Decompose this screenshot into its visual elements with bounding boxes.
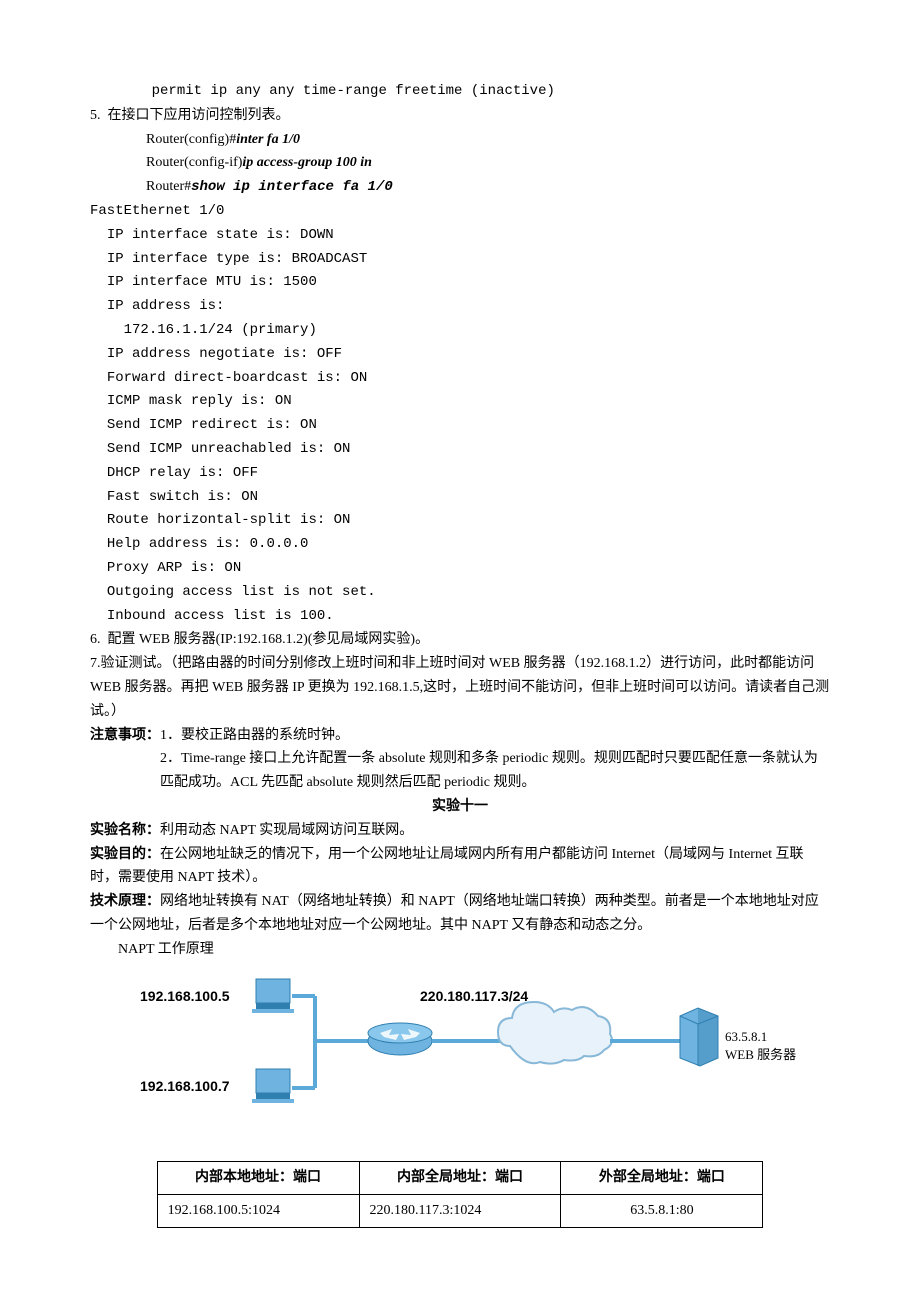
napt-diagram: 192.168.100.5 192.168.100.7 220.180.117.…	[90, 971, 830, 1141]
napt-caption: NAPT 工作原理	[90, 938, 830, 962]
out-l10: Send ICMP unreachabled is: ON	[90, 438, 830, 462]
experiment-title: 实验十一	[90, 795, 830, 819]
out-l8: ICMP mask reply is: ON	[90, 390, 830, 414]
out-l0: FastEthernet 1/0	[90, 200, 830, 224]
cmd3-prefix: Router#	[146, 179, 191, 194]
th-2: 内部全局地址：端口	[359, 1162, 561, 1195]
host-2-ip: 192.168.100.7	[140, 1078, 230, 1094]
table-header-row: 内部本地地址：端口 内部全局地址：端口 外部全局地址：端口	[157, 1162, 763, 1195]
napt-table: 内部本地地址：端口 内部全局地址：端口 外部全局地址：端口 192.168.10…	[157, 1161, 764, 1228]
router-net-ip: 220.180.117.3/24	[420, 988, 528, 1004]
exp-principle-line: 技术原理：网络地址转换有 NAT（网络地址转换）和 NAPT（网络地址端口转换）…	[90, 890, 830, 938]
notes-2: 2．Time-range 接口上允许配置一条 absolute 规则和多条 pe…	[160, 751, 818, 790]
out-l14: Help address is: 0.0.0.0	[90, 533, 830, 557]
out-l2: IP interface type is: BROADCAST	[90, 248, 830, 272]
out-l11: DHCP relay is: OFF	[90, 462, 830, 486]
out-l13: Route horizontal-split is: ON	[90, 509, 830, 533]
cloud-icon	[498, 1002, 612, 1064]
permit-line: permit ip any any time-range freetime (i…	[90, 80, 830, 104]
exp-name-label: 实验名称：	[90, 823, 160, 838]
step-6: 6. 配置 WEB 服务器(IP:192.168.1.2)(参见局域网实验)。	[90, 628, 830, 652]
cmd-line-3: Router#show ip interface fa 1/0	[90, 175, 830, 200]
out-l3: IP interface MTU is: 1500	[90, 271, 830, 295]
out-l4: IP address is:	[90, 295, 830, 319]
host-2-icon	[252, 1069, 294, 1103]
server-ip: 63.5.8.1	[725, 1029, 767, 1044]
router-icon	[368, 1023, 432, 1055]
exp-goal-text: 在公网地址缺乏的情况下，用一个公网地址让局域网内所有用户都能访问 Interne…	[90, 847, 804, 886]
exp-name-line: 实验名称：利用动态 NAPT 实现局域网访问互联网。	[90, 819, 830, 843]
notes-label: 注意事项：	[90, 728, 160, 743]
cmd-line-2: Router(config-if)ip access-group 100 in	[90, 151, 830, 175]
td-11: 192.168.100.5:1024	[157, 1195, 359, 1228]
step-7: 7.验证测试。（把路由器的时间分别修改上班时间和非上班时间对 WEB 服务器（1…	[90, 652, 830, 723]
cmd2-cmd: ip access-group 100 in	[242, 155, 372, 170]
server-icon	[680, 1008, 718, 1066]
exp-principle-label: 技术原理：	[90, 894, 160, 909]
notes-line-2: 2．Time-range 接口上允许配置一条 absolute 规则和多条 pe…	[90, 747, 830, 795]
out-l12: Fast switch is: ON	[90, 486, 830, 510]
cmd1-cmd: inter fa 1/0	[236, 132, 300, 147]
td-12: 220.180.117.3:1024	[359, 1195, 561, 1228]
exp-goal-line: 实验目的：在公网地址缺乏的情况下，用一个公网地址让局域网内所有用户都能访问 In…	[90, 843, 830, 891]
th-3: 外部全局地址：端口	[561, 1162, 763, 1195]
out-l1: IP interface state is: DOWN	[90, 224, 830, 248]
server-label: WEB 服务器	[725, 1047, 796, 1062]
out-l6: IP address negotiate is: OFF	[90, 343, 830, 367]
step-5: 5. 在接口下应用访问控制列表。	[90, 104, 830, 128]
host-1-ip: 192.168.100.5	[140, 988, 230, 1004]
notes-line-1: 注意事项：1．要校正路由器的系统时钟。	[90, 724, 830, 748]
notes-1: 1．要校正路由器的系统时钟。	[160, 728, 349, 743]
td-13: 63.5.8.1:80	[561, 1195, 763, 1228]
th-1: 内部本地地址：端口	[157, 1162, 359, 1195]
host-1-icon	[252, 979, 294, 1013]
cmd1-prefix: Router(config)#	[146, 132, 236, 147]
out-l7: Forward direct-boardcast is: ON	[90, 367, 830, 391]
cmd3-cmd: show ip interface fa 1/0	[191, 179, 393, 195]
cmd-line-1: Router(config)#inter fa 1/0	[90, 128, 830, 152]
out-l5: 172.16.1.1/24 (primary)	[90, 319, 830, 343]
exp-principle-text: 网络地址转换有 NAT（网络地址转换）和 NAPT（网络地址端口转换）两种类型。…	[90, 894, 819, 933]
out-l17: Inbound access list is 100.	[90, 605, 830, 629]
out-l16: Outgoing access list is not set.	[90, 581, 830, 605]
out-l15: Proxy ARP is: ON	[90, 557, 830, 581]
table-row: 192.168.100.5:1024 220.180.117.3:1024 63…	[157, 1195, 763, 1228]
exp-name-text: 利用动态 NAPT 实现局域网访问互联网。	[160, 823, 413, 838]
exp-goal-label: 实验目的：	[90, 847, 160, 862]
cmd2-prefix: Router(config-if)	[146, 155, 242, 170]
out-l9: Send ICMP redirect is: ON	[90, 414, 830, 438]
